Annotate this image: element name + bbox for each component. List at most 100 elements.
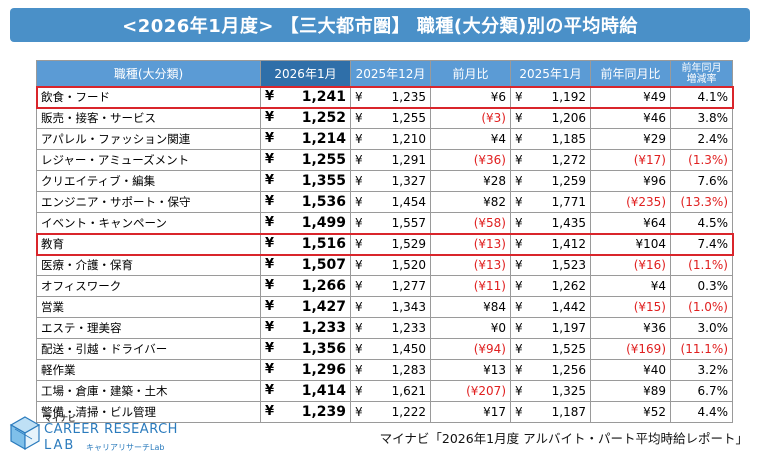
row-dec2025: ¥1,291: [350, 149, 431, 171]
row-dec2025: ¥1,327: [350, 170, 431, 192]
row-yoy-rate: 2.4%: [670, 128, 733, 150]
logo-kana: キャリアリサーチLab: [86, 443, 165, 452]
row-dec2025: ¥1,222: [350, 401, 431, 423]
header-yoy-rate-line1: 前年同月: [681, 62, 722, 74]
row-dec2025-value: 1,210: [391, 132, 426, 146]
yen-symbol: ¥: [265, 215, 275, 230]
table-row: イベント・キャンペーン ¥1,499 ¥1,557 (¥58) ¥1,435 ¥64 4.5…: [36, 212, 733, 234]
row-jan2026: ¥1,499: [260, 212, 351, 234]
row-dec2025-value: 1,529: [391, 237, 426, 251]
table-row: 医療・介護・保育 ¥1,507 ¥1,520 (¥13) ¥1,523 (¥16) (1.1…: [36, 254, 733, 276]
row-mom: (¥94): [430, 338, 511, 360]
yen-symbol: ¥: [355, 216, 363, 230]
yen-symbol: ¥: [355, 174, 363, 188]
row-category: 飲食・フード: [36, 86, 261, 108]
row-dec2025-value: 1,621: [391, 384, 426, 398]
table-row: 軽作業 ¥1,296 ¥1,283 ¥13 ¥1,256 ¥40 3.2%: [36, 359, 733, 381]
row-jan2026: ¥1,233: [260, 317, 351, 339]
yen-symbol: ¥: [515, 342, 523, 356]
row-yoy: ¥104: [590, 233, 671, 255]
logo-brand-small: マイナビ: [44, 414, 76, 423]
row-category: エンジニア・サポート・保守: [36, 191, 261, 213]
yen-symbol: ¥: [515, 237, 523, 251]
row-yoy: ¥49: [590, 86, 671, 108]
row-jan2026-value: 1,214: [301, 131, 346, 147]
row-jan2026-value: 1,233: [301, 320, 346, 336]
row-jan2025-value: 1,259: [551, 174, 586, 188]
table-row: 警備・清掃・ビル管理 ¥1,239 ¥1,222 ¥17 ¥1,187 ¥52 4.4%: [36, 401, 733, 423]
yen-symbol: ¥: [355, 321, 363, 335]
row-jan2025: ¥1,192: [510, 86, 591, 108]
row-jan2025: ¥1,442: [510, 296, 591, 318]
row-dec2025-value: 1,557: [391, 216, 426, 230]
row-yoy-rate: 7.4%: [670, 233, 733, 255]
row-jan2025: ¥1,325: [510, 380, 591, 402]
row-dec2025-value: 1,222: [391, 405, 426, 419]
row-jan2025: ¥1,435: [510, 212, 591, 234]
yen-symbol: ¥: [515, 363, 523, 377]
row-jan2026: ¥1,266: [260, 275, 351, 297]
career-research-lab-logo: マイナビ CAREER RESEARCH LAB キャリアリサーチLab: [8, 413, 208, 457]
row-dec2025: ¥1,450: [350, 338, 431, 360]
yen-symbol: ¥: [265, 257, 275, 272]
source-citation: マイナビ「2026年1月度 アルバイト・パート平均時給レポート」: [379, 431, 748, 446]
row-yoy-rate: 0.3%: [670, 275, 733, 297]
yen-symbol: ¥: [265, 299, 275, 314]
row-jan2025-value: 1,525: [551, 342, 586, 356]
yen-symbol: ¥: [355, 342, 363, 356]
header-yoy: 前年同月比: [590, 60, 671, 87]
header-mom: 前月比: [430, 60, 511, 87]
row-yoy: ¥36: [590, 317, 671, 339]
row-category: アパレル・ファッション関連: [36, 128, 261, 150]
row-category: 販売・接客・サービス: [36, 107, 261, 129]
table-row: オフィスワーク ¥1,266 ¥1,277 (¥11) ¥1,262 ¥4 0.3%: [36, 275, 733, 297]
row-jan2025: ¥1,185: [510, 128, 591, 150]
row-jan2026-value: 1,266: [301, 278, 346, 294]
row-yoy: ¥89: [590, 380, 671, 402]
yen-symbol: ¥: [355, 405, 363, 419]
row-category: 医療・介護・保育: [36, 254, 261, 276]
row-jan2025: ¥1,412: [510, 233, 591, 255]
row-yoy: (¥15): [590, 296, 671, 318]
row-yoy-rate: 4.5%: [670, 212, 733, 234]
yen-symbol: ¥: [515, 384, 523, 398]
row-jan2025-value: 1,197: [551, 321, 586, 335]
yen-symbol: ¥: [265, 362, 275, 377]
yen-symbol: ¥: [265, 383, 275, 398]
row-category: オフィスワーク: [36, 275, 261, 297]
row-mom: ¥28: [430, 170, 511, 192]
row-jan2025: ¥1,197: [510, 317, 591, 339]
row-jan2025-value: 1,325: [551, 384, 586, 398]
header-jan2026: 2026年1月: [260, 60, 351, 87]
row-yoy-rate: 4.1%: [670, 86, 733, 108]
table-row: 工場・倉庫・建築・土木 ¥1,414 ¥1,621 (¥207) ¥1,325 ¥89 6.…: [36, 380, 733, 402]
row-jan2025-value: 1,523: [551, 258, 586, 272]
row-yoy-rate: 3.2%: [670, 359, 733, 381]
row-dec2025: ¥1,343: [350, 296, 431, 318]
row-yoy-rate: (1.0%): [670, 296, 733, 318]
header-yoy-rate: 前年同月 増減率: [670, 60, 733, 87]
yen-symbol: ¥: [265, 131, 275, 146]
row-yoy-rate: 6.7%: [670, 380, 733, 402]
page-title: <2026年1月度> 【三大都市圏】 職種(大分類)別の平均時給: [10, 8, 750, 42]
row-jan2025: ¥1,256: [510, 359, 591, 381]
row-dec2025-value: 1,283: [391, 363, 426, 377]
yen-symbol: ¥: [265, 278, 275, 293]
row-mom: (¥207): [430, 380, 511, 402]
row-jan2026-value: 1,252: [301, 110, 346, 126]
yen-symbol: ¥: [355, 279, 363, 293]
row-yoy: (¥169): [590, 338, 671, 360]
row-dec2025: ¥1,454: [350, 191, 431, 213]
yen-symbol: ¥: [355, 300, 363, 314]
header-jan2025: 2025年1月: [510, 60, 591, 87]
row-jan2026-value: 1,516: [301, 236, 346, 252]
row-jan2025: ¥1,771: [510, 191, 591, 213]
row-jan2026-value: 1,414: [301, 383, 346, 399]
row-dec2025: ¥1,529: [350, 233, 431, 255]
row-category: 配送・引越・ドライバー: [36, 338, 261, 360]
yen-symbol: ¥: [265, 341, 275, 356]
row-jan2026-value: 1,296: [301, 362, 346, 378]
yen-symbol: ¥: [515, 216, 523, 230]
row-mom: ¥13: [430, 359, 511, 381]
row-mom: ¥17: [430, 401, 511, 423]
